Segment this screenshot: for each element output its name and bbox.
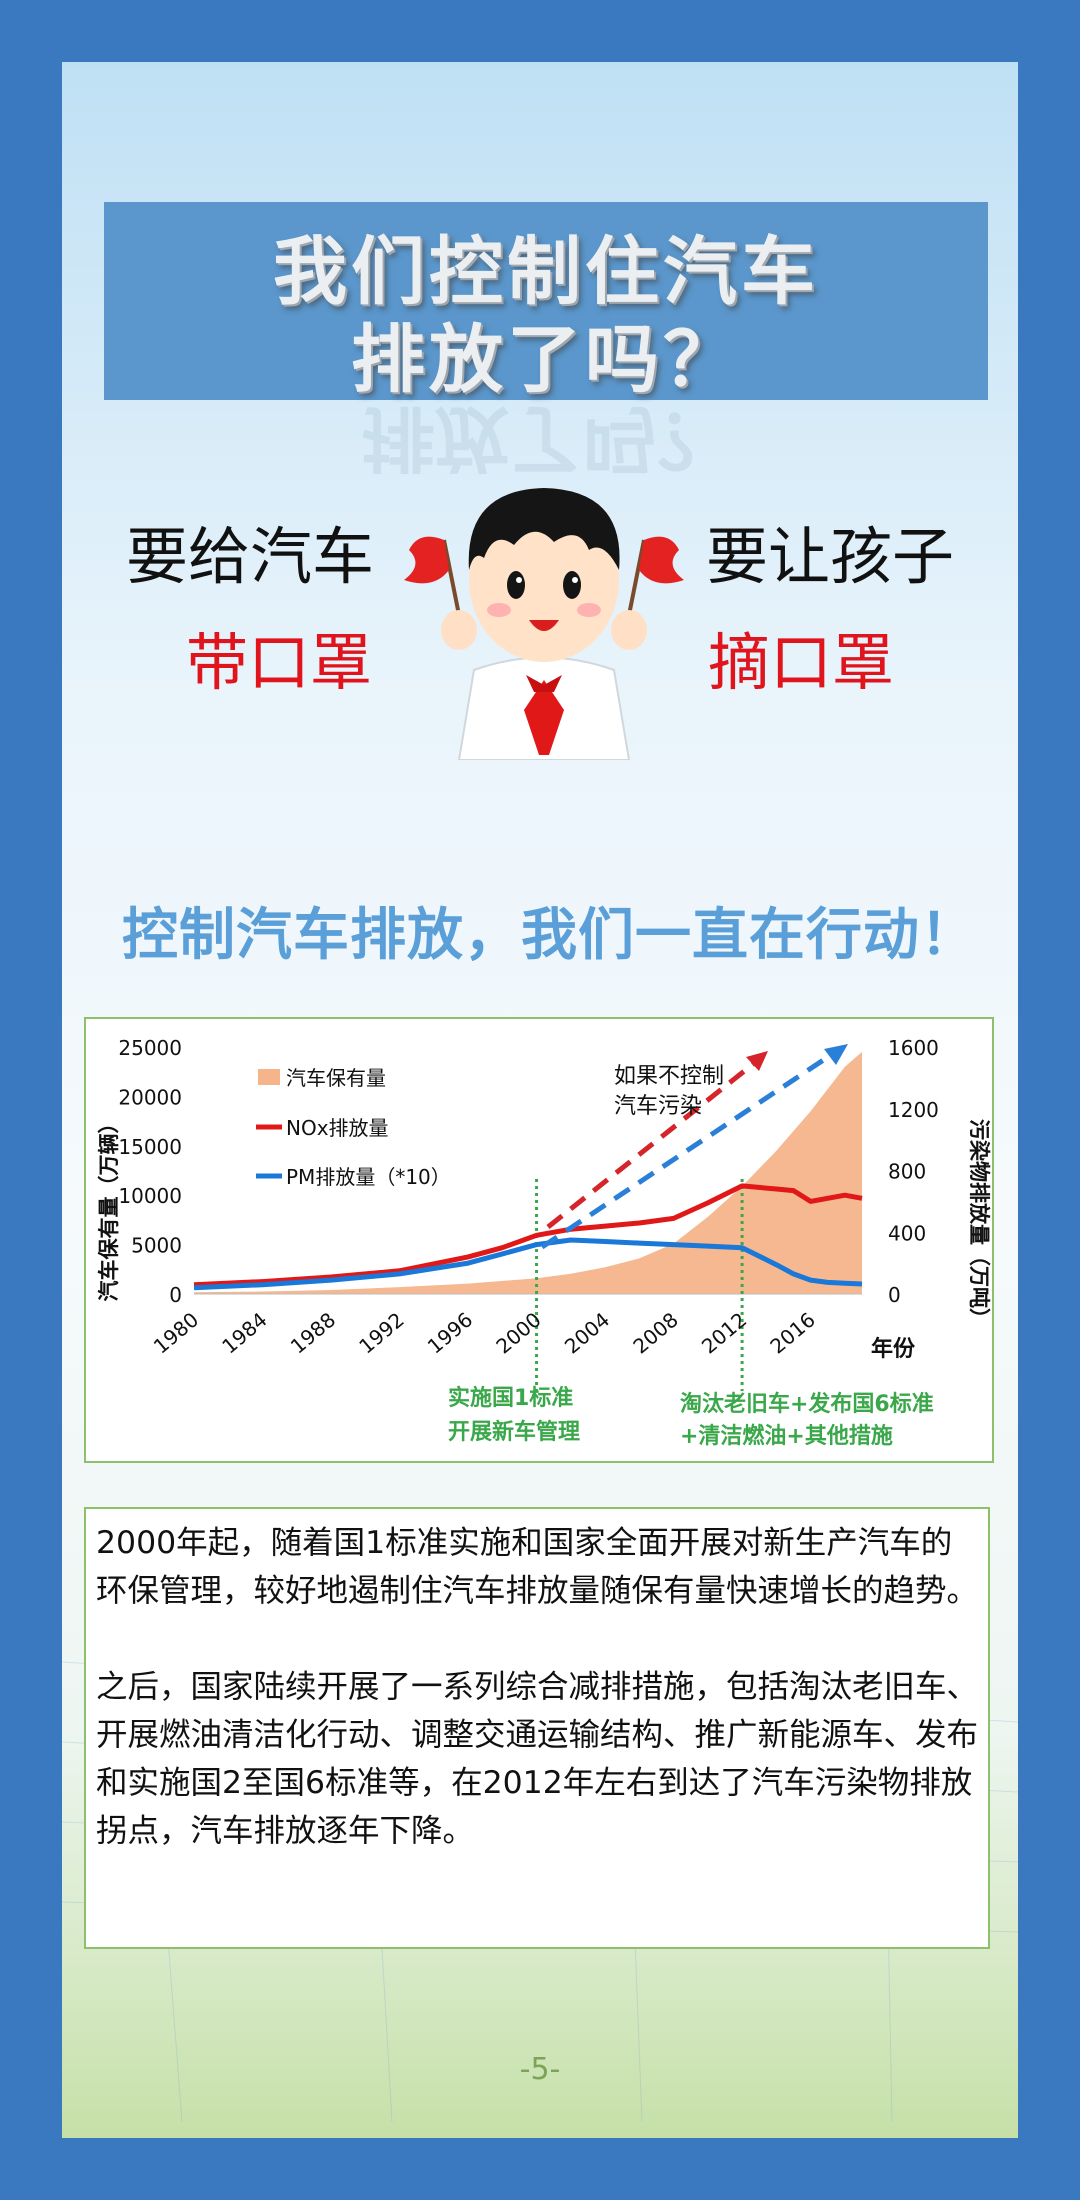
chart-legend: 汽车保有量 NOx排放量 PM排放量（*10） [256,1066,451,1189]
section-subtitle: 控制汽车排放，我们一直在行动！ [122,903,977,968]
slogan-left-bottom: 带口罩 [186,626,373,699]
title-reflection: 排放了吗？ [361,404,731,474]
y-tick-label: 0 [169,1283,182,1307]
slogan-right-top: 要让孩子 [706,520,955,593]
annotation-uncontrolled-line2: 汽车污染 [614,1094,702,1119]
vehicle-stock-area [194,1051,862,1294]
emissions-chart: 0 5000 10000 15000 20000 25000 0 400 800 1200 1600… [97,1036,991,1449]
annotation-2012-line1: 淘汰老旧车+发布国6标准 [680,1391,934,1417]
poster-panel: 我们控制住汽车 排放了吗？ 排放了吗？ 要给汽车 带口罩 要让孩子 摘口罩 控制… [62,62,1018,2138]
paragraph-2: 之后，国家陆续开展了一系列综合减排措施，包括淘汰老旧车、开展燃油清洁化行动、调整… [96,1669,979,1849]
y2-tick-label: 1600 [888,1036,939,1060]
paragraph-1: 2000年起，随着国1标准实施和国家全面开展对新生产汽车的环保管理，较好地遏制住… [96,1525,979,1609]
legend-swatch-area [258,1069,280,1085]
pm-emission-line [193,1237,863,1291]
x-tick-label: 2008 [628,1307,682,1358]
x-tick-label: 2016 [765,1307,819,1358]
child-mascot-illustration [404,488,684,760]
y2-tick-label: 400 [888,1221,926,1245]
legend-label: 汽车保有量 [286,1066,386,1090]
x-tick-label: 2000 [491,1307,545,1358]
x-tick-label: 1988 [286,1307,340,1358]
emissions-chart-box: 0 5000 10000 15000 20000 25000 0 400 800 1200 1600… [84,1017,994,1463]
annotation-uncontrolled-line1: 如果不控制 [614,1064,724,1089]
left-flag-icon [404,536,461,616]
annotation-2012-line2: +清洁燃油+其他措施 [680,1423,893,1449]
slogan-right-bottom: 摘口罩 [708,626,895,699]
x-tick-label: 2004 [560,1307,614,1358]
y2-tick-label: 1200 [888,1098,939,1122]
trend-arrows [540,1044,848,1250]
title-line-1: 我们控制住汽车 [273,229,819,315]
left-axis-label: 汽车保有量（万辆） [97,1113,121,1302]
x-tick-label: 1996 [423,1307,477,1358]
y-tick-label: 15000 [118,1135,182,1159]
explanation-text-box: 2000年起，随着国1标准实施和国家全面开展对新生产汽车的环保管理，较好地遏制住… [84,1507,990,1949]
slogan-left-top: 要给汽车 [126,520,375,593]
legend-label: NOx排放量 [286,1116,389,1140]
y2-tick-label: 800 [888,1160,926,1184]
y-tick-label: 10000 [118,1184,182,1208]
annotation-2000-line1: 实施国1标准 [448,1385,573,1411]
y2-tick-label: 0 [888,1283,901,1307]
x-tick-label: 1984 [217,1307,271,1358]
title-banner: 我们控制住汽车 排放了吗？ [104,202,988,403]
right-axis-label: 污染物排放量（万吨） [967,1119,991,1329]
legend-label: PM排放量（*10） [286,1165,451,1189]
x-tick-label: 2012 [697,1307,751,1358]
x-tick-label: 1992 [354,1307,408,1358]
right-flag-icon [627,536,684,616]
x-axis-label: 年份 [871,1336,916,1362]
annotation-2000-line2: 开展新车管理 [448,1419,580,1445]
y-tick-label: 25000 [118,1036,182,1060]
title-line-2: 排放了吗？ [351,317,741,403]
page-number: -5- [519,2052,561,2087]
y-tick-label: 20000 [118,1085,182,1109]
y-tick-label: 5000 [131,1234,182,1258]
nox-emission-line [193,1183,863,1288]
x-tick-label: 1980 [149,1307,203,1358]
